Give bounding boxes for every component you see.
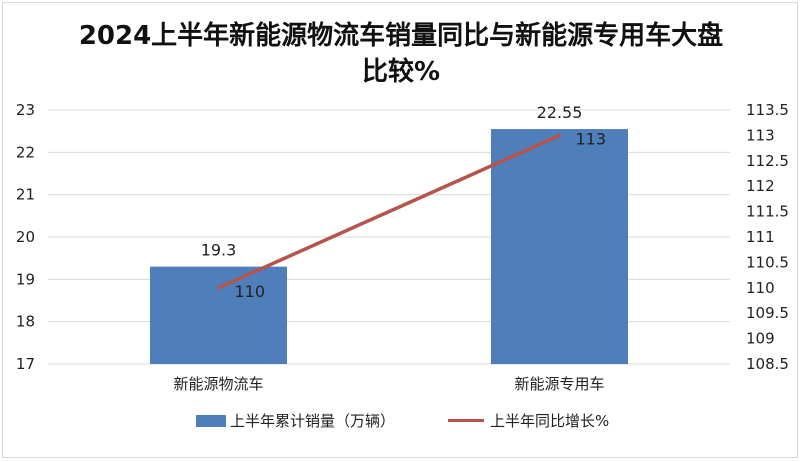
chart-title: 2024上半年新能源物流车销量同比与新能源专用车大盘 比较% bbox=[0, 18, 802, 90]
legend-item-line: 上半年同比增长% bbox=[448, 410, 609, 431]
y-left-tick-label: 23 bbox=[16, 101, 35, 119]
y-right-tick-label: 111.5 bbox=[746, 203, 789, 221]
x-category-label: 新能源专用车 bbox=[514, 375, 604, 393]
y-right-tick-label: 110 bbox=[746, 279, 775, 297]
legend-label-line: 上半年同比增长% bbox=[490, 412, 610, 430]
y-right-tick-label: 112.5 bbox=[746, 152, 789, 170]
y-left-tick-label: 17 bbox=[16, 355, 35, 373]
bar bbox=[491, 129, 628, 364]
y-left-tick-label: 20 bbox=[16, 228, 35, 246]
bar-data-label: 22.55 bbox=[537, 103, 583, 122]
legend: 上半年累计销量（万辆） 上半年同比增长% bbox=[0, 410, 802, 436]
line-data-label: 113 bbox=[576, 129, 607, 148]
line-data-label: 110 bbox=[235, 282, 266, 301]
bar-data-label: 19.3 bbox=[201, 241, 237, 260]
x-category-label: 新能源物流车 bbox=[173, 375, 263, 393]
y-right-tick-label: 111 bbox=[746, 228, 775, 246]
y-right-tick-label: 109.5 bbox=[746, 304, 789, 322]
y-right-tick-label: 109 bbox=[746, 330, 775, 348]
y-right-tick-label: 113 bbox=[746, 126, 775, 144]
y-right-tick-label: 112 bbox=[746, 177, 775, 195]
y-left-tick-label: 22 bbox=[16, 143, 35, 161]
y-left-tick-label: 18 bbox=[16, 313, 35, 331]
y-right-tick-label: 113.5 bbox=[746, 101, 789, 119]
series-line bbox=[216, 133, 562, 290]
bar bbox=[150, 266, 287, 364]
chart-title-line2: 比较% bbox=[361, 57, 441, 87]
y-right-tick-label: 110.5 bbox=[746, 253, 789, 271]
y-left-tick-label: 21 bbox=[16, 186, 35, 204]
legend-item-bar: 上半年累计销量（万辆） bbox=[196, 410, 395, 431]
legend-label-bar: 上半年累计销量（万辆） bbox=[230, 412, 396, 430]
chart-title-line1: 2024上半年新能源物流车销量同比与新能源专用车大盘 bbox=[78, 21, 724, 51]
y-left-tick-label: 19 bbox=[16, 270, 35, 288]
legend-swatch-line bbox=[448, 419, 484, 422]
y-right-tick-label: 108.5 bbox=[746, 355, 789, 373]
chart-frame bbox=[2, 2, 798, 458]
legend-swatch-bar bbox=[196, 414, 226, 427]
